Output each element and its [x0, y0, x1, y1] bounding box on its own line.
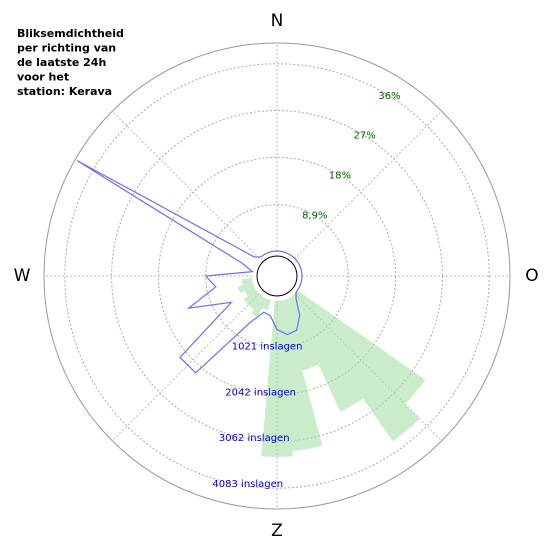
direction-label: O [525, 266, 538, 286]
direction-label: W [14, 266, 31, 286]
r-tick-label: 36% [378, 91, 400, 102]
line [76, 160, 303, 374]
r2-tick-label: 3062 inslagen [219, 433, 290, 444]
grid-ring [205, 204, 349, 348]
outer-ring [43, 42, 511, 510]
r-tick-label: 27% [354, 131, 376, 142]
r-tick-label: 8,9% [302, 211, 327, 222]
bar [287, 296, 363, 412]
chart-title: per richting van [17, 42, 116, 55]
chart-title: station: Kerava [17, 85, 112, 98]
spoke [111, 110, 260, 259]
bar [248, 293, 263, 310]
bar [241, 278, 253, 286]
direction-label: N [271, 11, 284, 31]
bar [283, 298, 319, 371]
bar [252, 265, 255, 270]
bar [256, 258, 260, 262]
chart-title: voor het [17, 71, 69, 84]
bar [244, 286, 257, 297]
spoke [294, 110, 443, 259]
r-tick-label: 18% [329, 170, 351, 181]
spoke [111, 293, 260, 442]
bar [279, 300, 323, 452]
bar [270, 300, 275, 301]
bar [254, 261, 257, 266]
grid-ring [111, 110, 443, 442]
r2-tick-label: 2042 inslagen [225, 387, 296, 398]
chart-title: de laatste 24h [17, 56, 106, 69]
r2-tick-label: 4083 inslagen [212, 479, 283, 490]
bar [261, 300, 293, 457]
r2-tick-label: 1021 inslagen [232, 342, 303, 353]
chart-title: Bliksemdichtheid [17, 27, 124, 40]
bar [243, 290, 260, 305]
bar [294, 290, 426, 404]
bar [262, 298, 271, 311]
center-hole [256, 255, 298, 297]
grid-ring [157, 156, 397, 396]
direction-label: Z [271, 521, 283, 541]
bar [250, 296, 267, 318]
bar [237, 282, 255, 294]
bar [291, 293, 420, 442]
grid-ring [64, 63, 490, 489]
